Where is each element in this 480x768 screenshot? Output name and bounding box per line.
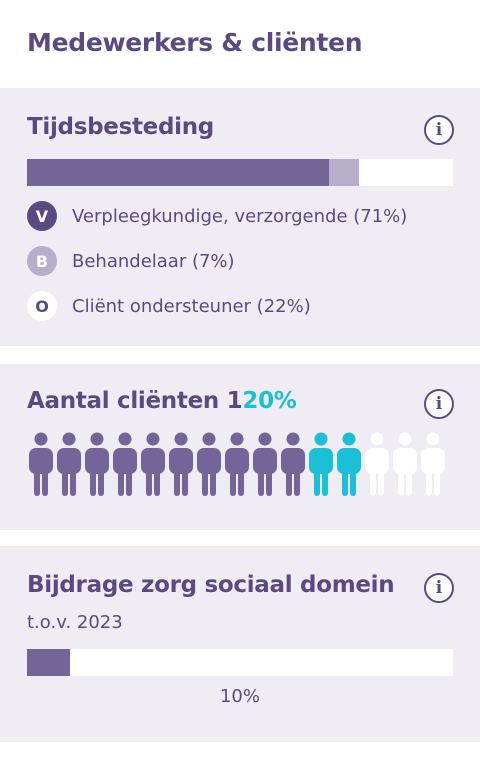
- person-icon: [85, 432, 109, 496]
- time-spent-info-icon[interactable]: i: [424, 115, 454, 145]
- badge-v: V: [27, 201, 57, 231]
- clients-people-row: [27, 432, 447, 498]
- contribution-subtitle: t.o.v. 2023: [27, 612, 123, 633]
- person-icon: [29, 432, 53, 496]
- contribution-info-icon[interactable]: i: [424, 573, 454, 603]
- clients-title-prefix: Aantal cliënten 1: [27, 388, 243, 414]
- person-icon: [253, 432, 277, 496]
- person-icon: [197, 432, 221, 496]
- person-icon: [141, 432, 165, 496]
- person-icon: [421, 432, 445, 496]
- person-icon: [309, 432, 333, 496]
- legend-label: Cliënt ondersteuner (22%): [72, 295, 311, 317]
- person-icon: [113, 432, 137, 496]
- time-spent-title: Tijdsbesteding: [27, 114, 214, 140]
- legend-item-client-ondersteuner: O Cliënt ondersteuner (22%): [27, 291, 407, 321]
- person-icon: [225, 432, 249, 496]
- person-icon: [57, 432, 81, 496]
- bar-segment-behandelaar: [329, 159, 360, 186]
- legend-label: Verpleegkundige, verzorgende (71%): [72, 205, 408, 227]
- person-icon: [365, 432, 389, 496]
- bar-segment-client-ondersteuner: [359, 159, 453, 186]
- badge-o: O: [27, 291, 57, 321]
- contribution-section: Bijdrage zorg sociaal domein i t.o.v. 20…: [0, 546, 480, 742]
- contribution-bar: [27, 649, 453, 676]
- person-icon: [393, 432, 417, 496]
- time-spent-section: Tijdsbesteding i V Verpleegkundige, verz…: [0, 88, 480, 346]
- clients-title-accent: 20%: [242, 388, 297, 414]
- legend-item-behandelaar: B Behandelaar (7%): [27, 246, 407, 276]
- legend-item-verpleegkundige: V Verpleegkundige, verzorgende (71%): [27, 201, 407, 231]
- clients-section: Aantal cliënten 120% i: [0, 364, 480, 530]
- contribution-value: 10%: [219, 686, 260, 707]
- person-icon: [169, 432, 193, 496]
- time-spent-legend: V Verpleegkundige, verzorgende (71%) B B…: [27, 201, 407, 336]
- person-icon: [281, 432, 305, 496]
- contribution-title: Bijdrage zorg sociaal domein: [27, 572, 395, 598]
- bar-segment-verpleegkundige: [27, 159, 330, 186]
- card-title: Medewerkers & cliënten: [27, 28, 363, 57]
- legend-label: Behandelaar (7%): [72, 250, 235, 272]
- clients-info-icon[interactable]: i: [424, 389, 454, 419]
- contribution-bar-fill: [27, 649, 70, 676]
- person-icon: [337, 432, 361, 496]
- badge-b: B: [27, 246, 57, 276]
- clients-title: Aantal cliënten 120%: [27, 388, 297, 414]
- time-spent-stacked-bar: [27, 159, 453, 186]
